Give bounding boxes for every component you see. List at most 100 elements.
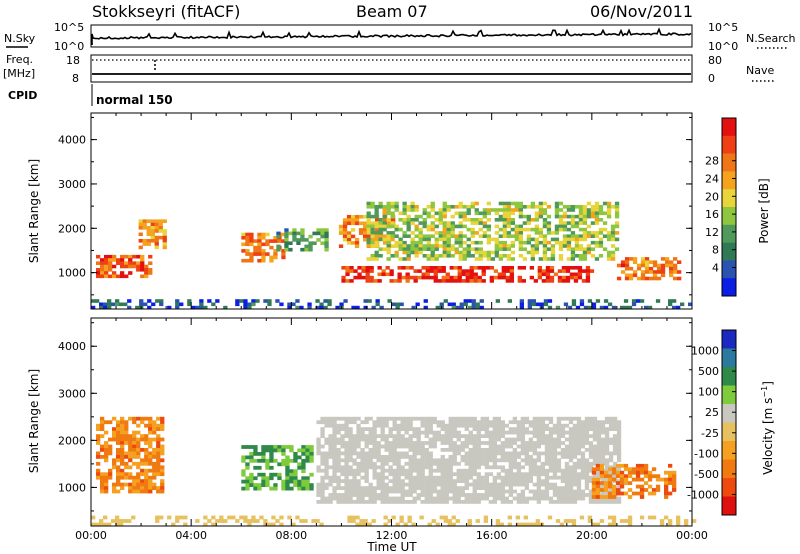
velocity-cell: [340, 444, 345, 449]
power-cell: [522, 205, 527, 209]
velocity-cell: [516, 472, 521, 477]
velocity-cell: [532, 465, 537, 470]
velocity-cell: [444, 468, 449, 473]
power-cell: [611, 305, 617, 310]
colorbar-segment: [722, 330, 736, 349]
power-cell: [585, 266, 591, 270]
velocity-cell: [599, 474, 605, 479]
power-cell: [375, 302, 380, 307]
velocity-cell: [136, 455, 141, 459]
velocity-cell: [207, 519, 212, 523]
velocity-cell: [289, 479, 294, 484]
power-cell: [550, 247, 556, 251]
power-cell: [394, 208, 399, 212]
velocity-cell: [424, 423, 429, 428]
velocity-cell: [380, 437, 385, 442]
power-cell: [458, 205, 463, 209]
velocity-cell: [472, 489, 477, 494]
power-cell: [482, 214, 487, 219]
power-cell: [534, 231, 539, 235]
power-cell: [498, 247, 503, 251]
velocity-cell: [316, 486, 321, 490]
velocity-cell: [496, 493, 501, 497]
velocity-cell: [476, 437, 481, 442]
velocity-cell: [580, 458, 586, 463]
velocity-cell: [95, 522, 100, 527]
power-cell: [275, 299, 280, 303]
velocity-cell: [599, 481, 605, 485]
velocity-cell: [532, 430, 537, 435]
power-cell: [676, 305, 681, 310]
velocity-cell: [631, 470, 637, 475]
power-cell: [366, 240, 371, 245]
velocity-cell: [424, 479, 429, 483]
power-cell: [652, 270, 658, 274]
power-cell: [660, 263, 666, 268]
velocity-cell: [136, 430, 141, 435]
velocity-cell: [249, 472, 254, 477]
velocity-cell: [352, 461, 357, 466]
velocity-cell: [456, 448, 461, 452]
power-cell: [558, 227, 564, 232]
velocity-cell: [440, 420, 445, 425]
velocity-cell: [627, 488, 633, 492]
velocity-cell: [600, 430, 606, 435]
velocity-cell: [432, 444, 437, 449]
velocity-cell: [356, 455, 361, 459]
power-cell: [656, 276, 662, 281]
power-cell: [542, 234, 548, 238]
velocity-cell: [488, 420, 493, 425]
velocity-cell: [532, 416, 537, 421]
velocity-cell: [496, 420, 501, 425]
velocity-cell: [372, 451, 377, 456]
velocity-cell: [435, 522, 440, 527]
power-cell: [466, 208, 471, 212]
power-cell: [628, 273, 634, 278]
velocity-cell: [532, 461, 537, 466]
velocity-cell: [245, 462, 250, 467]
power-cell: [257, 249, 262, 253]
velocity-cell: [591, 488, 597, 492]
power-cell: [598, 231, 604, 235]
velocity-cell: [516, 420, 521, 425]
power-cell: [602, 227, 608, 232]
power-cell: [96, 261, 101, 265]
velocity-cell: [128, 455, 133, 459]
velocity-cell: [436, 430, 441, 435]
velocity-cell: [468, 448, 473, 452]
velocity-cell: [476, 430, 481, 435]
velocity-cell: [532, 468, 537, 473]
power-cell: [324, 231, 329, 236]
velocity-cell: [603, 484, 609, 489]
velocity-cell: [128, 451, 133, 456]
velocity-cell: [504, 458, 509, 463]
velocity-cell: [301, 448, 306, 453]
power-cell: [402, 234, 407, 238]
velocity-cell: [440, 448, 445, 452]
velocity-cell: [144, 455, 149, 459]
velocity-cell: [351, 519, 356, 523]
velocity-cell: [412, 465, 417, 470]
power-cell: [365, 266, 370, 270]
velocity-cell: [584, 493, 590, 497]
velocity-cell: [580, 441, 586, 445]
velocity-cell: [336, 441, 341, 445]
velocity-cell: [356, 461, 361, 466]
velocity-cell: [400, 423, 405, 428]
power-cell: [394, 205, 399, 209]
velocity-cell: [104, 420, 109, 425]
velocity-cell: [372, 468, 377, 473]
velocity-cell: [432, 479, 437, 483]
velocity-cell: [320, 434, 325, 438]
power-cell: [581, 279, 587, 283]
power-cell: [590, 247, 596, 251]
velocity-cell: [348, 486, 353, 490]
velocity-cell: [436, 461, 441, 466]
velocity-cell: [376, 472, 381, 477]
power-cell: [158, 222, 163, 227]
velocity-cell: [580, 420, 586, 425]
power-cell: [562, 224, 568, 229]
velocity-cell: [592, 444, 598, 449]
power-cell: [494, 247, 499, 251]
power-cell: [545, 269, 551, 273]
